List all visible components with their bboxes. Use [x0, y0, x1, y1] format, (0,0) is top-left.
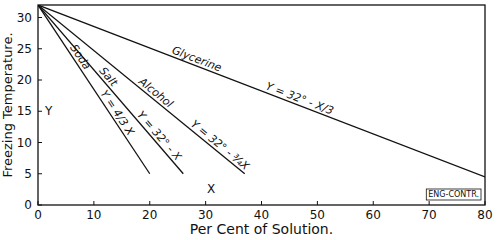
y-axis-title: Freezing Temperature. — [0, 32, 15, 177]
lines — [38, 5, 485, 177]
series-equation-label: Y = 4/3 X — [97, 88, 137, 139]
x-axis-title: Per Cent of Solution. — [190, 221, 333, 237]
y-tick — [38, 17, 42, 18]
x-tick-label: 80 — [477, 208, 492, 222]
x-tick-label: 40 — [254, 208, 269, 222]
series-name-label: Glycerine — [170, 44, 224, 75]
y-tick — [38, 111, 42, 112]
x-tick-label: 20 — [142, 208, 157, 222]
chart: 01020304050607080051015202530Per Cent of… — [0, 0, 500, 240]
x-tick-label: 50 — [310, 208, 325, 222]
line-labels: Glycerine Y = 32° - X/3 Alcohol Y = 32° - ¾… — [67, 42, 335, 173]
x-tick-label: 60 — [366, 208, 381, 222]
x-tick — [149, 201, 150, 205]
annotation: X — [207, 182, 215, 196]
x-tick-label: 10 — [86, 208, 101, 222]
x-tick — [93, 201, 94, 205]
y-tick-label: 15 — [17, 104, 32, 118]
series-line — [38, 5, 485, 177]
series-equation-label: Y = 32° - X — [134, 108, 184, 163]
y-tick — [38, 48, 42, 49]
y-tick-label: 10 — [17, 136, 32, 150]
x-tick-label: 30 — [198, 208, 213, 222]
x-tick-label: 70 — [421, 208, 436, 222]
x-tick — [205, 201, 206, 205]
x-tick — [373, 201, 374, 205]
y-tick-label: 25 — [17, 42, 32, 56]
credit-box — [426, 189, 481, 200]
plot-frame — [38, 5, 485, 205]
series-equation-label: Y = 32° - X/3 — [264, 80, 336, 118]
series-name-label: Alcohol — [135, 74, 175, 110]
series-equation-label: Y = 32° - ¾X — [188, 117, 252, 173]
x-tick-label: 0 — [34, 208, 42, 222]
y-tick-label: 20 — [17, 73, 32, 87]
y-tick-label: 0 — [24, 198, 32, 212]
series-name-label: Salt — [96, 64, 120, 89]
x-tick — [38, 201, 39, 205]
x-tick — [261, 201, 262, 205]
credit: ENG-CONTR. — [428, 190, 479, 199]
y-tick — [38, 142, 42, 143]
x-tick — [485, 201, 486, 205]
x-tick — [429, 201, 430, 205]
series-line — [38, 5, 150, 174]
y-tick — [38, 205, 42, 206]
x-tick — [317, 201, 318, 205]
y-tick-label: 30 — [17, 11, 32, 25]
y-tick — [38, 173, 42, 174]
y-tick — [38, 80, 42, 81]
annotation: Y — [44, 104, 53, 118]
series-name-label: Soda — [67, 42, 93, 72]
series-line — [38, 5, 183, 174]
y-tick-label: 5 — [24, 167, 32, 181]
